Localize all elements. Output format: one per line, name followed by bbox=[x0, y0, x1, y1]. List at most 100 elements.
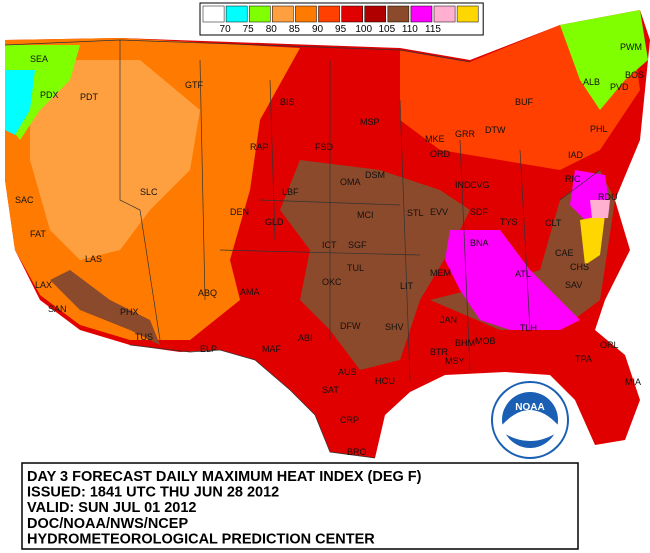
city-label: LBF bbox=[282, 187, 299, 197]
city-label: IND bbox=[455, 180, 471, 190]
legend-swatch bbox=[387, 5, 410, 23]
city-label: BIS bbox=[280, 97, 295, 107]
legend-swatch bbox=[248, 5, 271, 23]
city-label: GLD bbox=[265, 217, 284, 227]
caption-box bbox=[21, 462, 579, 550]
city-label: SAC bbox=[15, 195, 34, 205]
state-lines bbox=[119, 40, 601, 381]
city-label: TUS bbox=[135, 332, 153, 342]
city-label: DTW bbox=[485, 125, 506, 135]
city-label: ABI bbox=[298, 333, 313, 343]
city-label: FAT bbox=[30, 229, 46, 239]
region-light-orange bbox=[30, 60, 200, 260]
city-label: TUL bbox=[347, 263, 364, 273]
region-green-ne bbox=[560, 10, 648, 110]
legend-swatch bbox=[410, 5, 433, 23]
city-label: MEM bbox=[430, 268, 451, 278]
city-label: ATL bbox=[515, 269, 531, 279]
city-label: BUF bbox=[515, 97, 534, 107]
city-label: FSD bbox=[315, 142, 334, 152]
region-brown bbox=[280, 160, 470, 370]
city-label: BRO bbox=[347, 447, 367, 457]
region-cyan-nw bbox=[5, 70, 35, 135]
city-label: AMA bbox=[240, 287, 260, 297]
city-label: CAE bbox=[555, 248, 574, 258]
legend-label: 115 bbox=[425, 24, 441, 35]
legend-label: 95 bbox=[335, 24, 347, 35]
caption-line: VALID: SUN JUL 01 2012 bbox=[27, 500, 197, 516]
city-label: PDX bbox=[40, 90, 59, 100]
city-label: LAX bbox=[35, 280, 52, 290]
legend-label: 85 bbox=[289, 24, 301, 35]
city-label: MSP bbox=[360, 117, 380, 127]
legend-label: 70 bbox=[220, 24, 232, 35]
caption-line: HYDROMETEOROLOGICAL PREDICTION CENTER bbox=[27, 531, 375, 547]
city-label: EVV bbox=[430, 207, 448, 217]
border-north bbox=[4, 39, 471, 63]
city-label: CRP bbox=[340, 415, 359, 425]
city-label: TLH bbox=[520, 323, 537, 333]
legend-swatch bbox=[295, 5, 317, 23]
legend-swatch bbox=[364, 5, 387, 23]
city-label: BOS bbox=[625, 70, 644, 80]
region-brown-sw bbox=[50, 270, 160, 345]
city-label: PDT bbox=[80, 92, 99, 102]
city-label: MAF bbox=[262, 344, 282, 354]
city-label: PHX bbox=[120, 307, 139, 317]
city-label: SDF bbox=[470, 207, 489, 217]
city-label: SLC bbox=[140, 187, 158, 197]
region-magenta bbox=[445, 230, 580, 330]
region-pink bbox=[590, 200, 610, 218]
city-label: SAT bbox=[322, 385, 339, 395]
city-label: ORL bbox=[600, 340, 619, 350]
city-labels: SEA PDX PDT GTF BIS MSP FSD RAP OMA DSM SLC DEN GLD L… bbox=[15, 42, 644, 457]
city-label: PWM bbox=[620, 42, 642, 52]
caption-line: DAY 3 FORECAST DAILY MAXIMUM HEAT INDEX … bbox=[27, 469, 422, 485]
legend-swatch bbox=[318, 5, 340, 23]
city-label: OMA bbox=[340, 177, 361, 187]
city-label: RDU bbox=[598, 192, 618, 202]
region-gold bbox=[580, 215, 605, 265]
city-label: SAV bbox=[565, 280, 582, 290]
noaa-logo: NOAA bbox=[491, 381, 569, 459]
city-label: TPA bbox=[575, 354, 592, 364]
logo-gull bbox=[502, 410, 558, 441]
legend-swatch bbox=[225, 5, 248, 23]
legend-label: 105 bbox=[378, 24, 395, 35]
legend-swatch bbox=[341, 5, 363, 23]
city-label: AUS bbox=[338, 367, 357, 377]
city-label: ALB bbox=[583, 77, 600, 87]
border-south bbox=[129, 344, 376, 459]
logo-text: NOAA bbox=[515, 402, 544, 413]
city-label: MKE bbox=[425, 134, 445, 144]
city-label: RIC bbox=[565, 174, 581, 184]
legend-swatch bbox=[456, 5, 479, 23]
legend-label: 75 bbox=[243, 24, 255, 35]
city-label: LAS bbox=[85, 254, 102, 264]
city-label: BTR bbox=[430, 347, 449, 357]
city-label: SEA bbox=[30, 54, 48, 64]
city-label: CHS bbox=[570, 262, 589, 272]
city-label: ELP bbox=[200, 344, 217, 354]
city-label: SGF bbox=[348, 240, 367, 250]
city-label: OKC bbox=[322, 277, 342, 287]
city-label: CVG bbox=[470, 180, 490, 190]
city-label: HOU bbox=[375, 376, 395, 386]
legend-label: 80 bbox=[266, 24, 278, 35]
city-label: IAD bbox=[568, 150, 584, 160]
city-label: BNA bbox=[470, 238, 489, 248]
city-label: JAN bbox=[440, 315, 457, 325]
caption: DAY 3 FORECAST DAILY MAXIMUM HEAT INDEX … bbox=[27, 469, 422, 547]
city-label: ORD bbox=[430, 149, 451, 159]
city-label: GTF bbox=[185, 80, 203, 90]
legend-label: 110 bbox=[402, 24, 418, 35]
city-label: MOB bbox=[475, 336, 496, 346]
city-label: TYS bbox=[500, 217, 518, 227]
city-label: STL bbox=[407, 208, 424, 218]
city-label: SHV bbox=[385, 322, 404, 332]
legend-swatch bbox=[272, 5, 294, 23]
legend-label: 90 bbox=[312, 24, 324, 35]
caption-line: ISSUED: 1841 UTC THU JUN 28 2012 bbox=[27, 485, 279, 501]
city-label: DFW bbox=[340, 321, 361, 331]
